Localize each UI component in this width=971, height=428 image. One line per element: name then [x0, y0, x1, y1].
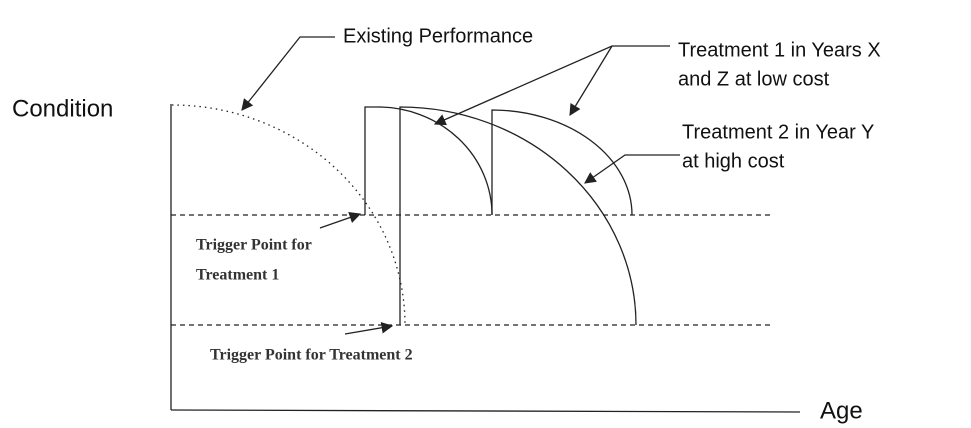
- annotation: Treatment 1: [196, 267, 279, 284]
- annotation: at high cost: [682, 150, 785, 172]
- leader-arrow: [319, 211, 362, 229]
- annotation: Trigger Point for Treatment 2: [210, 347, 413, 364]
- annotation: Existing Performance: [343, 25, 533, 47]
- y-axis-label: Condition: [12, 95, 113, 122]
- leader-arrow: [433, 45, 670, 126]
- treatment2-curve: [399, 106, 637, 326]
- annotation: Treatment 1 in Years X: [678, 39, 881, 61]
- leader-arrow: [241, 36, 335, 111]
- annotation: Trigger Point for: [196, 237, 312, 254]
- leader-arrow: [344, 321, 394, 335]
- annotation: and Z at low cost: [678, 68, 830, 90]
- treatment1-curve: [491, 109, 633, 216]
- x-axis-label: Age: [820, 397, 863, 424]
- leader-arrow: [569, 45, 613, 116]
- annotation: Treatment 2 in Year Y: [682, 121, 874, 143]
- leader-arrow: [584, 154, 680, 184]
- x-axis: [170, 409, 801, 413]
- treatment1-curve: [364, 106, 493, 216]
